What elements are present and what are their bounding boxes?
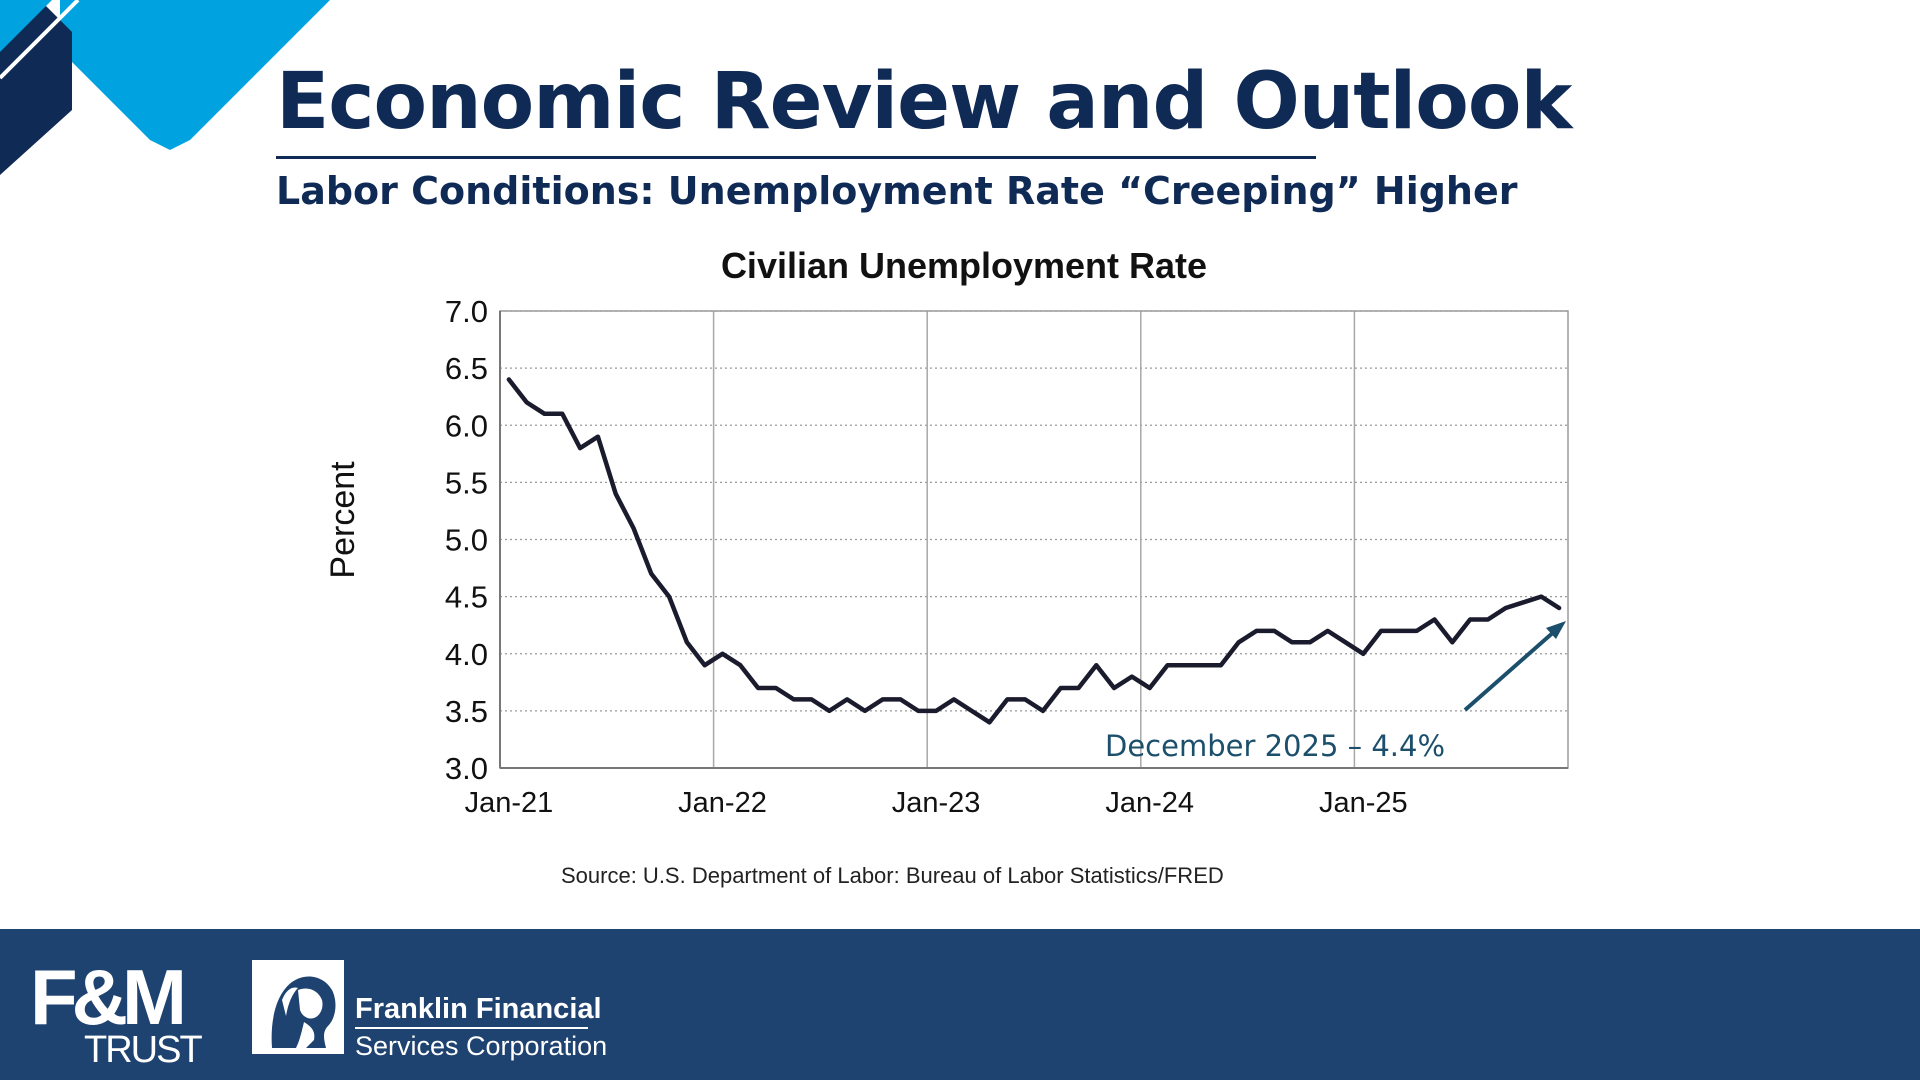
data-point [916, 709, 920, 713]
annotation-text: December 2025 – 4.4% [1105, 729, 1445, 763]
data-point [1557, 606, 1561, 610]
data-point [543, 412, 547, 416]
data-point [881, 697, 885, 701]
data-point [1041, 709, 1045, 713]
data-point [756, 686, 760, 690]
data-point [1290, 640, 1294, 644]
data-point [1201, 663, 1205, 667]
data-point [1433, 617, 1437, 621]
grid-lines [499, 310, 1569, 769]
company-name-line1: Franklin Financial [355, 993, 602, 1025]
company-name-rule [355, 1027, 588, 1029]
data-point [703, 663, 707, 667]
data-point [899, 697, 903, 701]
fm-logo-sub: TRUST [84, 1029, 202, 1066]
y-tick-label: 6.0 [445, 408, 488, 443]
x-tick-label: Jan-25 [1319, 787, 1408, 819]
y-tick-label: 4.5 [445, 580, 488, 615]
data-point [792, 697, 796, 701]
data-point [1148, 686, 1152, 690]
data-point [774, 686, 778, 690]
slide-title: Economic Review and Outlook [276, 57, 1572, 147]
annotation-layer: December 2025 – 4.4% [1105, 621, 1566, 763]
data-point [1166, 663, 1170, 667]
company-name-line2: Services Corporation [355, 1031, 608, 1061]
data-point [1077, 686, 1081, 690]
franklin-seal-icon [252, 960, 344, 1054]
chart-source: Source: U.S. Department of Labor: Bureau… [561, 863, 1224, 888]
chart-svg: Civilian Unemployment Rate Percent 7.0 6.… [324, 245, 1569, 888]
data-point [1219, 663, 1223, 667]
y-tick-label: 6.5 [445, 351, 488, 386]
data-point [721, 652, 725, 656]
y-tick-label: 4.0 [445, 637, 488, 672]
data-point [649, 572, 653, 576]
data-point [1308, 640, 1312, 644]
data-point [507, 378, 511, 382]
data-point [1539, 595, 1543, 599]
unemployment-chart: Civilian Unemployment Rate Percent 7.0 6.… [300, 238, 1600, 898]
data-point [578, 446, 582, 450]
data-point [560, 412, 564, 416]
data-point [863, 709, 867, 713]
annotation-arrow-line [1463, 628, 1558, 712]
series-layer [506, 377, 1562, 725]
data-point [1504, 606, 1508, 610]
data-point [1112, 686, 1116, 690]
corner-decoration [0, 0, 330, 175]
data-point [614, 492, 618, 496]
data-point [1005, 697, 1009, 701]
y-tick-label: 3.0 [445, 751, 488, 786]
y-axis-label: Percent [324, 461, 362, 579]
data-point [1272, 629, 1276, 633]
data-point [1344, 640, 1348, 644]
data-point [934, 709, 938, 713]
x-tick-label: Jan-23 [892, 787, 981, 819]
slide-subtitle: Labor Conditions: Unemployment Rate “Cre… [276, 169, 1518, 213]
y-tick-label: 5.0 [445, 523, 488, 558]
data-point [970, 709, 974, 713]
data-point [525, 400, 529, 404]
data-point [1468, 617, 1472, 621]
data-point [1255, 629, 1259, 633]
data-point [1183, 663, 1187, 667]
data-point [827, 709, 831, 713]
data-point [667, 595, 671, 599]
y-tick-label: 5.5 [445, 465, 488, 500]
title-underline [276, 156, 1316, 159]
data-point [1415, 629, 1419, 633]
data-point [1379, 629, 1383, 633]
data-point [596, 435, 600, 439]
data-point [1023, 697, 1027, 701]
data-point [952, 697, 956, 701]
data-point [1237, 640, 1241, 644]
fm-trust-logo: F&M TRUST [30, 956, 204, 1066]
x-tick-label: Jan-22 [678, 787, 767, 819]
y-tick-label: 7.0 [445, 294, 488, 329]
unemployment-rate-line [506, 377, 1562, 725]
y-tick-label: 3.5 [445, 694, 488, 729]
data-point [1397, 629, 1401, 633]
data-point [1094, 663, 1098, 667]
data-point [685, 640, 689, 644]
fm-logo-text: F&M [30, 956, 182, 1041]
data-point [632, 526, 636, 530]
chart-title: Civilian Unemployment Rate [721, 245, 1207, 286]
data-point [1059, 686, 1063, 690]
data-point [845, 697, 849, 701]
data-point [810, 697, 814, 701]
data-point [1326, 629, 1330, 633]
data-point [1130, 675, 1134, 679]
annotation-arrow-head [1546, 621, 1566, 639]
x-tick-label: Jan-24 [1105, 787, 1194, 819]
data-point [988, 720, 992, 724]
data-point [1450, 640, 1454, 644]
data-point [1486, 617, 1490, 621]
x-tick-label: Jan-21 [465, 787, 554, 819]
data-point [1361, 652, 1365, 656]
data-point [738, 663, 742, 667]
data-point [1522, 600, 1526, 604]
